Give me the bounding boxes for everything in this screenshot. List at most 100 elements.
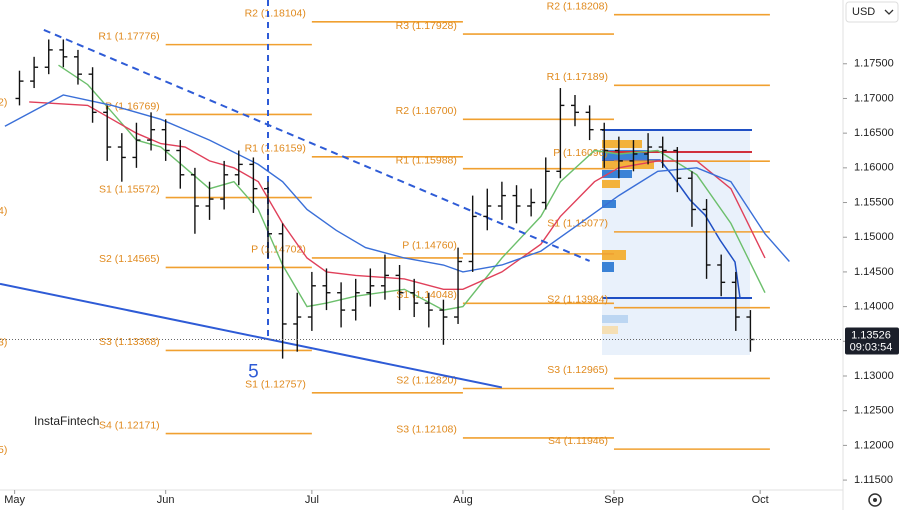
pivot-label: R2 (1.18208)	[547, 0, 608, 12]
pivot-label: P (1.14702)	[251, 244, 306, 256]
ohlc-bar	[731, 271, 740, 331]
y-tick-label: 1.13000	[854, 370, 894, 382]
last-price-tag	[845, 327, 899, 355]
x-tick-label: Jul	[305, 494, 319, 506]
x-tick-label: Oct	[752, 494, 769, 506]
y-tick-label: 1.14500	[854, 266, 894, 278]
ohlc-bar	[556, 88, 565, 179]
edge-label: 4)	[0, 205, 7, 217]
edge-label: 5)	[0, 444, 7, 456]
ohlc-bar	[468, 195, 477, 272]
ohlc-bar	[585, 105, 594, 141]
pivot-label: R1 (1.15988)	[396, 154, 457, 166]
settings-button[interactable]	[868, 493, 882, 507]
ohlc-bar	[702, 199, 711, 279]
ohlc-bar	[351, 278, 360, 321]
trendline	[0, 282, 503, 389]
ohlc-bar	[293, 292, 302, 352]
ohlc-bar	[15, 70, 24, 106]
currency[interactable]: USD	[852, 6, 875, 18]
pivot-label: R1 (1.16159)	[245, 143, 306, 155]
countdown: 09:03:54	[850, 341, 893, 353]
ohlc-bar	[717, 254, 726, 297]
ohlc-bar	[629, 140, 638, 172]
pivot-label: P (1.16769)	[105, 100, 160, 112]
x-tick-label: Jun	[157, 494, 175, 506]
x-tick-label: Aug	[453, 494, 473, 506]
ohlc-bar	[673, 147, 682, 193]
ohlc-bar	[322, 268, 331, 311]
ohlc-bar	[161, 119, 170, 161]
ohlc-bar	[600, 122, 609, 168]
pivot-label: R1 (1.17776)	[98, 30, 159, 42]
x-tick-label: May	[4, 494, 25, 506]
y-tick-label: 1.12500	[854, 405, 894, 417]
last-price: 1.13526	[851, 329, 891, 341]
pivot-label: P (1.14760)	[402, 240, 457, 252]
ohlc-bar	[366, 268, 375, 307]
ohlc-bar	[220, 160, 229, 210]
ohlc-bar	[614, 136, 623, 179]
watermark: InstaFintech	[34, 414, 99, 428]
currency-selector[interactable]: USD	[845, 1, 899, 23]
pivot-label: S3 (1.12965)	[547, 364, 608, 376]
pivot-label: S3 (1.12108)	[396, 424, 457, 436]
y-tick-label: 1.16000	[854, 162, 894, 174]
y-tick-label: 1.16500	[854, 127, 894, 139]
ohlc-bar	[439, 299, 448, 345]
y-tick-label: 1.17000	[854, 92, 894, 104]
ohlc-bar	[117, 133, 126, 182]
y-tick-label: 1.15500	[854, 196, 894, 208]
y-tick-label: 1.12000	[854, 439, 894, 451]
volume-profile	[602, 129, 752, 355]
ohlc-bar	[73, 49, 82, 85]
ohlc-bar	[570, 94, 579, 127]
ohlc-bar	[132, 122, 141, 168]
ohlc-bar	[147, 112, 156, 151]
ohlc-bar	[88, 67, 97, 123]
y-tick-label: 1.15000	[854, 231, 894, 243]
ohlc-bar	[483, 188, 492, 231]
ohlc-bar	[307, 271, 316, 331]
ohlc-bar	[59, 39, 68, 68]
ohlc-bar	[644, 133, 653, 165]
ohlc-bar	[30, 56, 39, 89]
pivot-label: S3 (1.13368)	[99, 336, 160, 348]
pivot-label: R3 (1.17928)	[396, 20, 457, 32]
pivot-label: R1 (1.17189)	[547, 71, 608, 83]
pivot-label: S1 (1.15077)	[547, 218, 608, 230]
x-tick-label: Sep	[604, 494, 624, 506]
pivot-label: S2 (1.14565)	[99, 253, 160, 265]
pivot-label: R2 (1.16700)	[396, 105, 457, 117]
ohlc-bar	[527, 188, 536, 217]
ohlc-bar	[337, 282, 346, 328]
ohlc-bar	[395, 264, 404, 311]
y-tick-label: 1.17500	[854, 58, 894, 70]
pivot-label: S4 (1.11946)	[548, 435, 608, 447]
plot-area: R1 (1.17776) P (1.16769) S1 (1.15572) S2 (1…	[0, 0, 843, 456]
y-tick-label: 1.11500	[854, 474, 893, 486]
ohlc-bar	[44, 39, 53, 75]
ohlc-bar	[497, 181, 506, 220]
trendline	[43, 28, 591, 262]
ohlc-bar	[205, 181, 214, 220]
wave-label: 5	[248, 362, 259, 383]
ohlc-bar	[176, 140, 185, 189]
edge-label: 3)	[0, 336, 7, 348]
ohlc-bar	[512, 185, 521, 224]
ohlc-bar	[541, 157, 550, 210]
ohlc-bar	[103, 105, 112, 161]
ohlc-bar	[234, 150, 243, 186]
pivot-label: S2 (1.13984)	[547, 294, 608, 306]
pivot-label: R2 (1.18104)	[245, 8, 306, 20]
pivot-label: P (1.16096)	[553, 147, 608, 159]
pivot-label: S1 (1.12757)	[245, 379, 306, 391]
pivot-label: S1 (1.14048)	[396, 289, 457, 301]
ohlc-bar	[190, 167, 199, 234]
ohlc-bar	[380, 254, 389, 300]
ohlc-bar	[687, 171, 696, 227]
ohlc-bar	[278, 223, 287, 359]
ohlc-bar	[454, 247, 463, 324]
ohlc-bar	[410, 278, 419, 318]
